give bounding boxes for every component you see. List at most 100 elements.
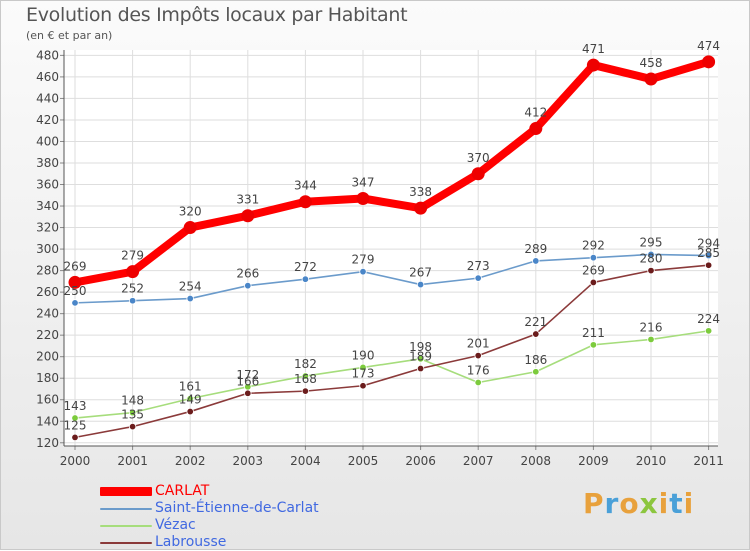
legend-label: CARLAT xyxy=(155,483,210,499)
data-label: 190 xyxy=(352,348,375,362)
data-label: 166 xyxy=(236,374,259,388)
data-point xyxy=(644,72,658,86)
data-label: 125 xyxy=(64,418,87,432)
y-tick-label: 120 xyxy=(36,436,59,450)
data-point xyxy=(301,275,310,283)
y-tick-label: 280 xyxy=(36,264,59,278)
data-label: 331 xyxy=(236,193,259,207)
data-label: 412 xyxy=(524,106,547,120)
legend-swatch xyxy=(100,525,152,527)
chart-subtitle: (en € et par an) xyxy=(26,29,113,42)
series-line-3 xyxy=(74,264,710,439)
data-point xyxy=(183,221,197,235)
legend-swatch xyxy=(100,487,152,496)
data-point xyxy=(186,394,194,403)
data-point xyxy=(71,299,79,307)
logo-letter: P xyxy=(583,487,605,520)
data-label: 254 xyxy=(179,280,202,294)
data-point xyxy=(301,387,310,395)
data-label: 198 xyxy=(409,340,432,354)
data-label: 168 xyxy=(294,372,317,386)
data-point xyxy=(532,368,540,376)
y-tick-label: 340 xyxy=(36,199,59,213)
series xyxy=(68,55,716,442)
data-point xyxy=(589,278,598,287)
legend-swatch xyxy=(100,542,152,544)
y-tick-label: 260 xyxy=(36,285,59,299)
data-label: 280 xyxy=(640,252,663,266)
series-line-0 xyxy=(71,57,713,287)
logo-letter: x xyxy=(639,487,659,520)
logo-letter: i xyxy=(658,487,670,520)
data-label: 269 xyxy=(582,263,605,277)
data-point xyxy=(244,389,252,397)
data-point xyxy=(356,192,370,205)
data-label: 176 xyxy=(467,364,490,378)
data-point xyxy=(474,378,482,387)
data-label: 471 xyxy=(582,42,605,56)
data-label: 221 xyxy=(524,315,547,329)
series-line-2 xyxy=(74,330,710,419)
data-label: 224 xyxy=(697,312,720,326)
x-tick-label: 2008 xyxy=(521,454,552,468)
data-label: 320 xyxy=(179,205,202,219)
plot-area xyxy=(64,50,718,446)
x-tick-label: 2010 xyxy=(636,454,667,468)
data-point xyxy=(71,433,79,442)
data-point xyxy=(589,341,598,349)
y-tick-label: 140 xyxy=(36,414,59,428)
data-point xyxy=(414,201,428,215)
data-label: 347 xyxy=(352,176,375,190)
legend-label: Labrousse xyxy=(155,534,227,550)
chart-title: Evolution des Impôts locaux par Habitant xyxy=(26,4,408,26)
data-point xyxy=(244,281,252,290)
data-label: 279 xyxy=(352,253,375,267)
y-tick-label: 440 xyxy=(36,91,59,105)
data-label: 186 xyxy=(524,353,547,367)
proxiti-logo: Proxiti xyxy=(583,487,694,520)
data-point xyxy=(359,382,367,390)
data-label: 161 xyxy=(179,380,202,394)
data-label: 173 xyxy=(352,367,375,381)
y-tick-label: 360 xyxy=(36,178,59,192)
y-tick-label: 460 xyxy=(36,70,59,84)
x-tick-label: 2007 xyxy=(463,454,494,468)
data-point xyxy=(647,266,655,275)
y-tick-label: 200 xyxy=(36,350,59,364)
data-point xyxy=(301,372,310,380)
data-point xyxy=(704,261,713,269)
data-label: 474 xyxy=(697,39,720,53)
y-tick-label: 380 xyxy=(36,156,59,170)
data-point xyxy=(589,253,598,262)
data-label: 344 xyxy=(294,179,317,193)
y-tick-label: 240 xyxy=(36,307,59,321)
series-line-1 xyxy=(74,253,710,304)
data-point xyxy=(68,275,82,289)
data-point xyxy=(128,408,137,417)
x-tick-label: 2009 xyxy=(578,454,609,468)
data-label: 148 xyxy=(121,394,144,408)
legend-label: Saint-Étienne-de-Carlat xyxy=(155,500,319,516)
data-label: 143 xyxy=(64,399,87,413)
y-tick-label: 300 xyxy=(36,242,59,256)
data-label: 289 xyxy=(524,242,547,256)
data-point xyxy=(298,195,312,209)
data-point xyxy=(704,251,713,260)
logo-letter: r xyxy=(604,487,620,520)
data-point xyxy=(647,335,655,344)
data-point xyxy=(416,355,425,363)
data-label: 172 xyxy=(236,368,259,382)
data-point xyxy=(532,257,540,265)
x-tick-label: 2000 xyxy=(60,454,91,468)
y-tick-label: 320 xyxy=(36,221,59,235)
data-label: 266 xyxy=(236,267,259,281)
data-label: 273 xyxy=(467,259,490,273)
data-label: 294 xyxy=(697,237,720,251)
x-tick-label: 2006 xyxy=(405,454,436,468)
data-point xyxy=(704,327,713,335)
axes: 120 140 160 180 200 220 240 260 280 300 320 340 360 3… xyxy=(36,48,724,468)
data-label: 295 xyxy=(640,235,663,249)
data-label: 267 xyxy=(409,266,432,280)
y-tick-label: 160 xyxy=(36,393,59,407)
y-tick-label: 480 xyxy=(36,48,59,62)
